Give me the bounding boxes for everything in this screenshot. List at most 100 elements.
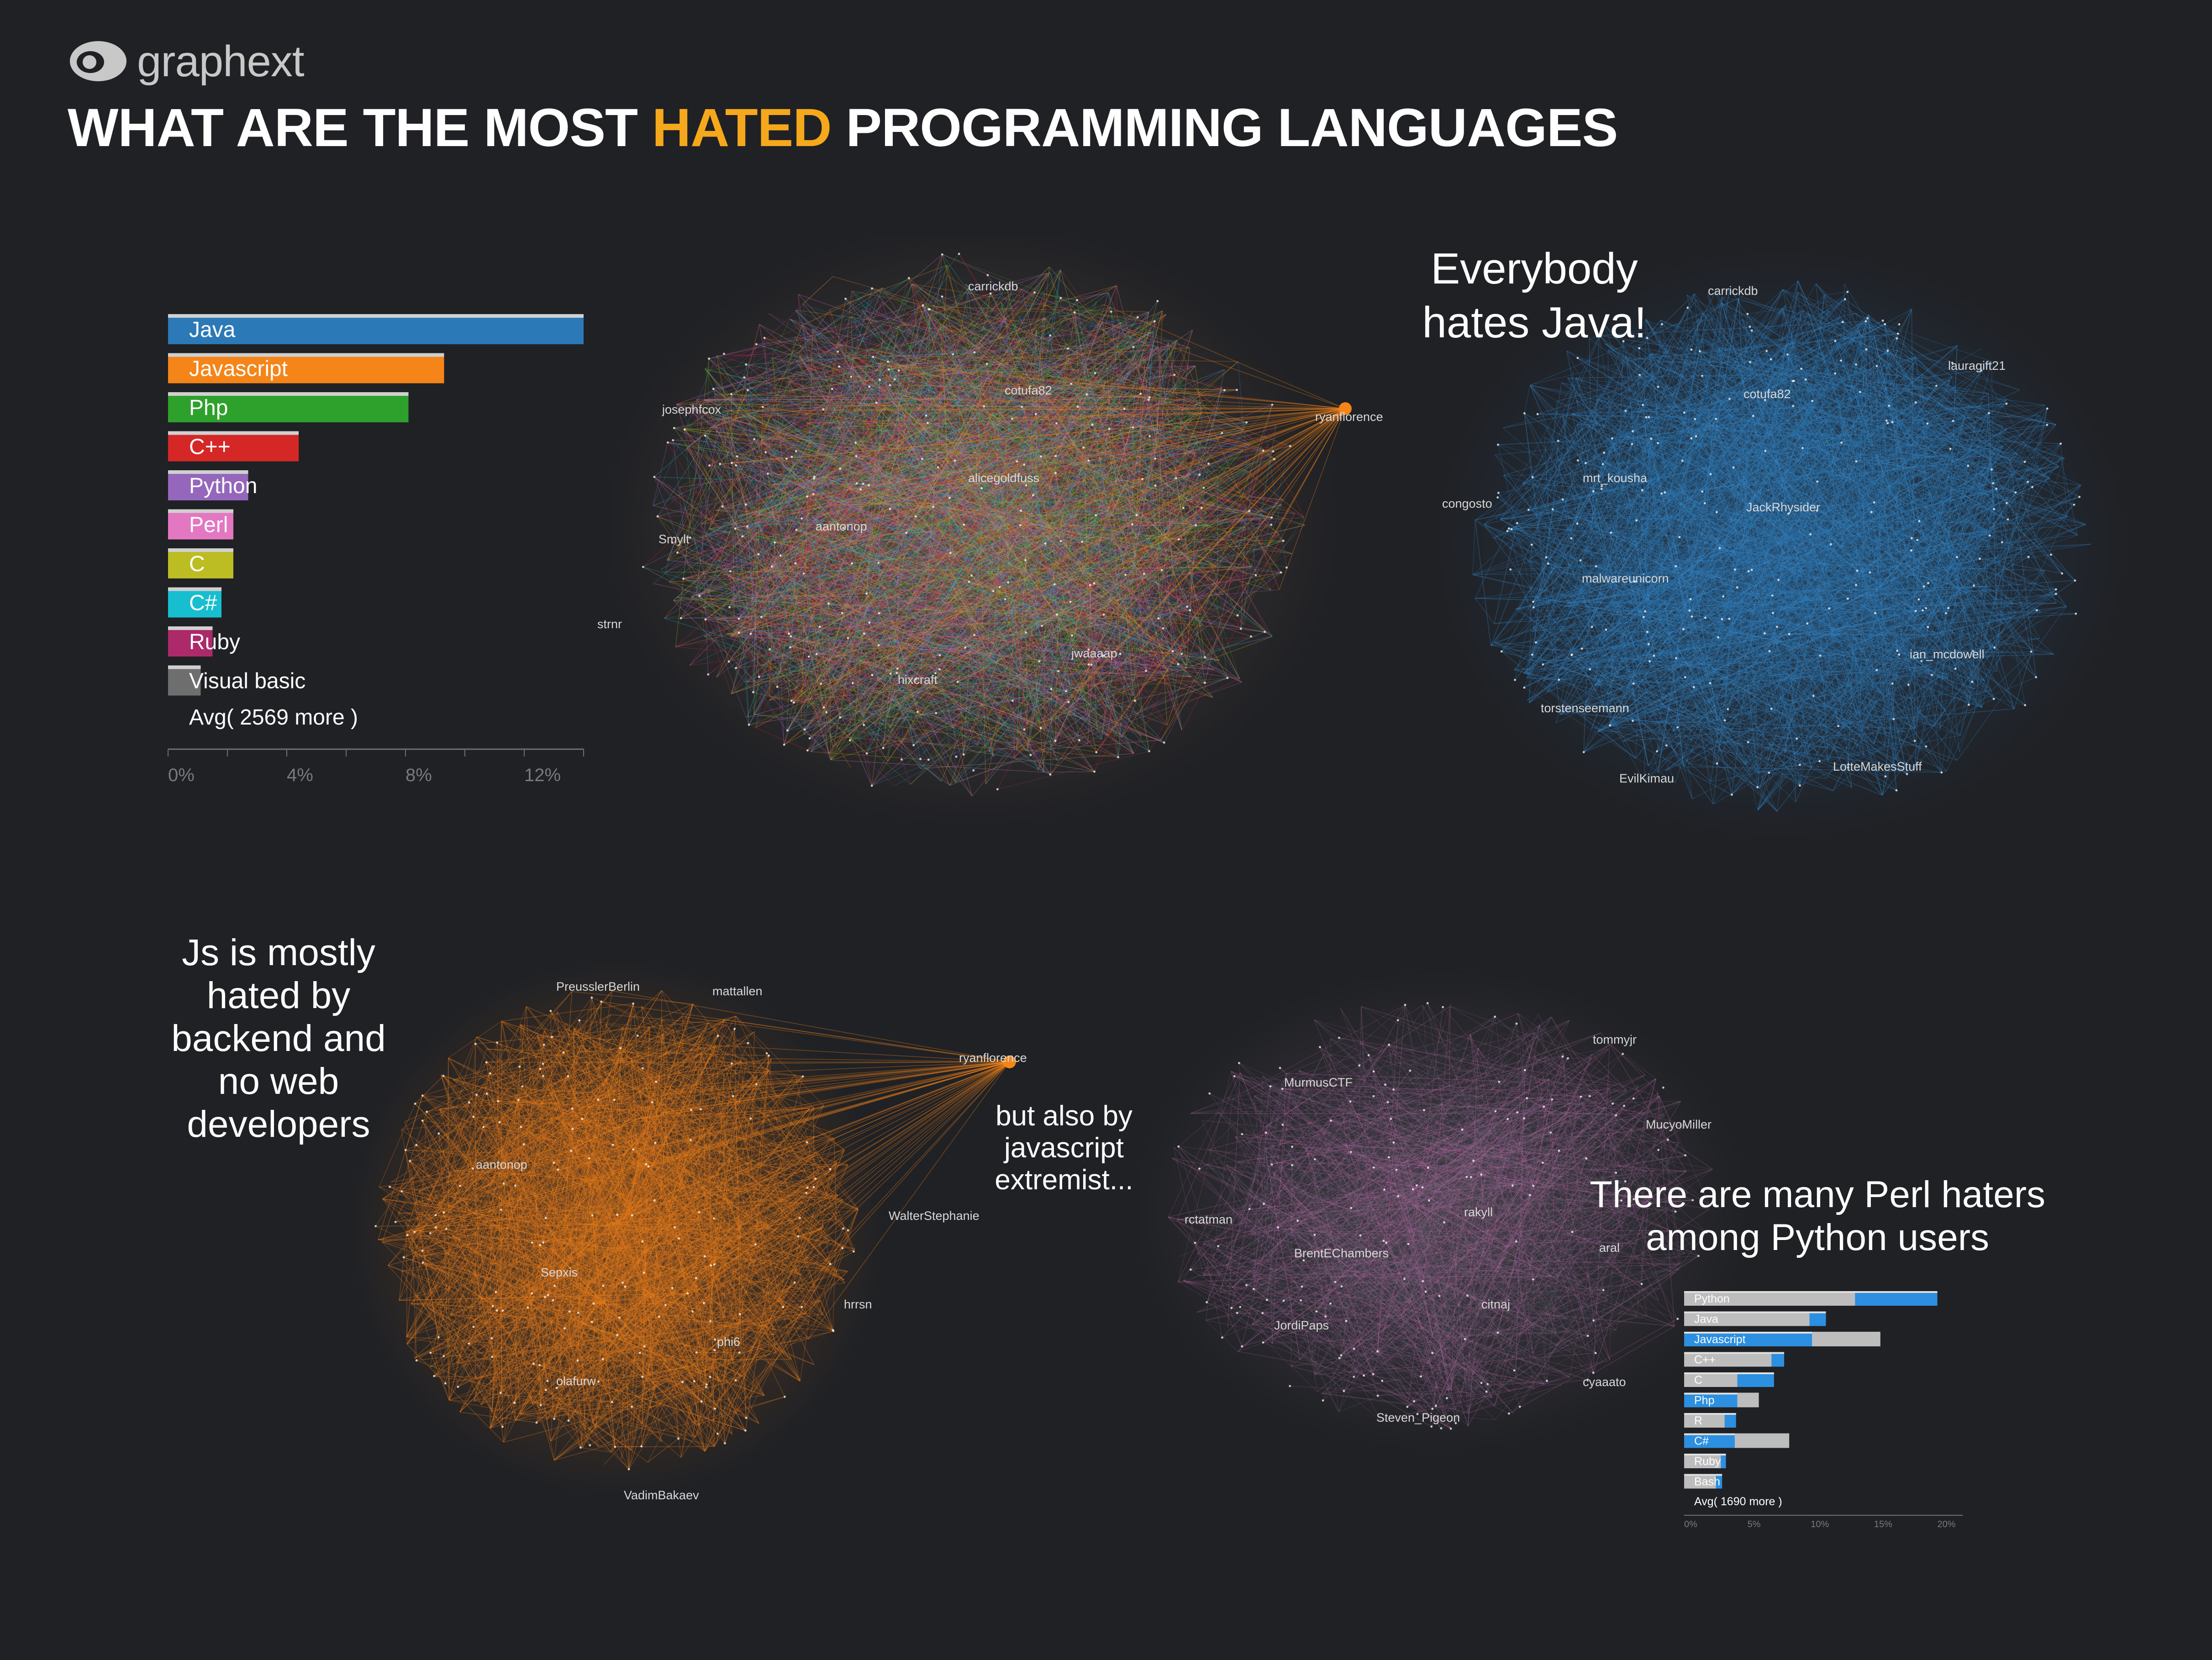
x-tick-label: 15%	[1874, 1519, 1892, 1529]
network-perl	[1132, 971, 1748, 1452]
bar-label: Perl	[189, 513, 228, 537]
bar-label: Python	[1694, 1292, 1730, 1305]
node-label: MurmusCTF	[1284, 1076, 1353, 1089]
bar-highlight	[168, 392, 409, 396]
bar-highlight	[1684, 1311, 1826, 1313]
node-label: aantonop	[816, 520, 867, 533]
network-glow	[1132, 971, 1748, 1452]
node-label: cyaaato	[1583, 1375, 1626, 1389]
node-label: alicegoldfuss	[968, 471, 1040, 485]
node-label: rctatman	[1185, 1213, 1233, 1226]
node-label: Sepxis	[541, 1266, 578, 1279]
node-label: cotufa82	[1005, 383, 1052, 397]
bar[interactable]	[168, 513, 233, 540]
bar-blue[interactable]	[1684, 1392, 1738, 1408]
bar-label: C++	[1694, 1354, 1716, 1366]
hub-node	[1003, 1056, 1016, 1068]
bar-highlight	[1684, 1433, 1735, 1435]
x-tick-label: 10%	[1811, 1519, 1829, 1529]
bar[interactable]	[168, 552, 233, 578]
bar[interactable]	[168, 591, 221, 618]
node-label: VadimBakaev	[624, 1488, 699, 1502]
page-title: WHAT ARE THE MOST HATED PROGRAMMING LANG…	[68, 94, 1618, 162]
bar-grey[interactable]	[1684, 1311, 1810, 1326]
bar-highlight	[168, 587, 221, 591]
node-label: EvilKimau	[1619, 772, 1675, 785]
bar-highlight	[168, 353, 444, 357]
bar-label: Ruby	[189, 630, 240, 654]
bar-highlight	[1684, 1413, 1736, 1415]
bar-highlight	[168, 314, 584, 318]
title-post: PROGRAMMING LANGUAGES	[831, 98, 1618, 158]
node-label: hixcraft	[898, 673, 938, 687]
bar-highlight	[168, 431, 299, 435]
node-label: JackRhysider	[1746, 500, 1821, 514]
network-edges	[375, 990, 1010, 1470]
bar-grey[interactable]	[1684, 1474, 1716, 1489]
bar[interactable]	[168, 396, 409, 422]
node-label: jwaaaap	[1071, 646, 1117, 660]
node-label: BrentEChambers	[1294, 1246, 1389, 1260]
node-label: cotufa82	[1743, 387, 1791, 401]
bar-chart-python-users: Python Java Javascript C++ C Php R C# Ruby Bash Av…	[1684, 1291, 1963, 1529]
bar-label: Javascript	[189, 357, 288, 381]
x-tick-label: 12%	[524, 765, 561, 785]
x-tick-label: 0%	[168, 765, 195, 785]
node-label: LotteMakesStuff	[1833, 760, 1922, 773]
title-pre: WHAT ARE THE MOST	[68, 98, 652, 158]
bar-chart-hated-languages: Java Javascript Php C++ Python Perl C C# Ruby Vis…	[168, 314, 584, 785]
bar-blue[interactable]	[1684, 1332, 1812, 1346]
node-label: ian_mcdowell	[1910, 647, 1985, 661]
bar-highlight	[168, 470, 248, 474]
node-label: MucyoMiller	[1646, 1118, 1712, 1131]
bar-label: R	[1694, 1414, 1702, 1427]
node-label: aantonop	[476, 1158, 527, 1171]
network-glow	[606, 237, 1340, 826]
node-label: Steven_Pigeon	[1376, 1411, 1460, 1424]
node-label: carrickdb	[1708, 284, 1758, 298]
bar-highlight	[168, 548, 233, 552]
bar-blue[interactable]	[1684, 1433, 1735, 1448]
bar-highlight	[168, 626, 213, 630]
x-tick-label: 20%	[1938, 1519, 1956, 1529]
bar-highlight	[1684, 1474, 1722, 1476]
bar[interactable]	[168, 630, 213, 657]
node-label: WalterStephanie	[889, 1209, 980, 1223]
node-label: PreusslerBerlin	[556, 980, 640, 993]
bar-grey[interactable]	[1684, 1372, 1738, 1387]
annotation-perl: There are many Perl haters among Python …	[1589, 1174, 2046, 1258]
node-label: mrt_kousha	[1583, 471, 1648, 485]
avg-row-label: Avg( 2569 more )	[189, 705, 358, 730]
node-label: aral	[1599, 1241, 1620, 1255]
bar-label: Java	[189, 318, 236, 342]
bar-grey[interactable]	[1684, 1352, 1772, 1367]
bar[interactable]	[168, 435, 299, 462]
graphext-logo-icon	[70, 41, 126, 81]
node-label: ryanflorence	[959, 1051, 1027, 1065]
x-tick-label: 5%	[1748, 1519, 1761, 1529]
network-glow	[351, 961, 885, 1496]
bar[interactable]	[168, 669, 201, 696]
title-highlight: HATED	[652, 98, 832, 158]
bar-highlight	[1684, 1454, 1726, 1455]
bar-highlight	[1684, 1372, 1774, 1374]
hub-node	[1339, 402, 1352, 415]
bar-grey[interactable]	[1684, 1413, 1725, 1428]
bar-label: Php	[1694, 1394, 1714, 1407]
bar-label: Javascript	[1694, 1333, 1746, 1346]
bar[interactable]	[168, 357, 444, 383]
bar-highlight	[1684, 1392, 1738, 1395]
bar-label: C++	[189, 435, 231, 459]
node-label: rakyll	[1464, 1205, 1493, 1219]
network-overall	[606, 237, 1352, 826]
bar-grey[interactable]	[1684, 1291, 1855, 1306]
bar-highlight	[1684, 1291, 1938, 1293]
bar-label: C#	[1694, 1435, 1709, 1448]
node-label: mattallen	[712, 984, 763, 998]
bar[interactable]	[168, 474, 248, 500]
bar-grey[interactable]	[1684, 1454, 1721, 1468]
node-label: ryanflorence	[1315, 410, 1383, 424]
bar[interactable]	[168, 318, 584, 344]
node-label: josephfcox	[662, 403, 722, 416]
node-label: Smylt	[658, 532, 690, 546]
